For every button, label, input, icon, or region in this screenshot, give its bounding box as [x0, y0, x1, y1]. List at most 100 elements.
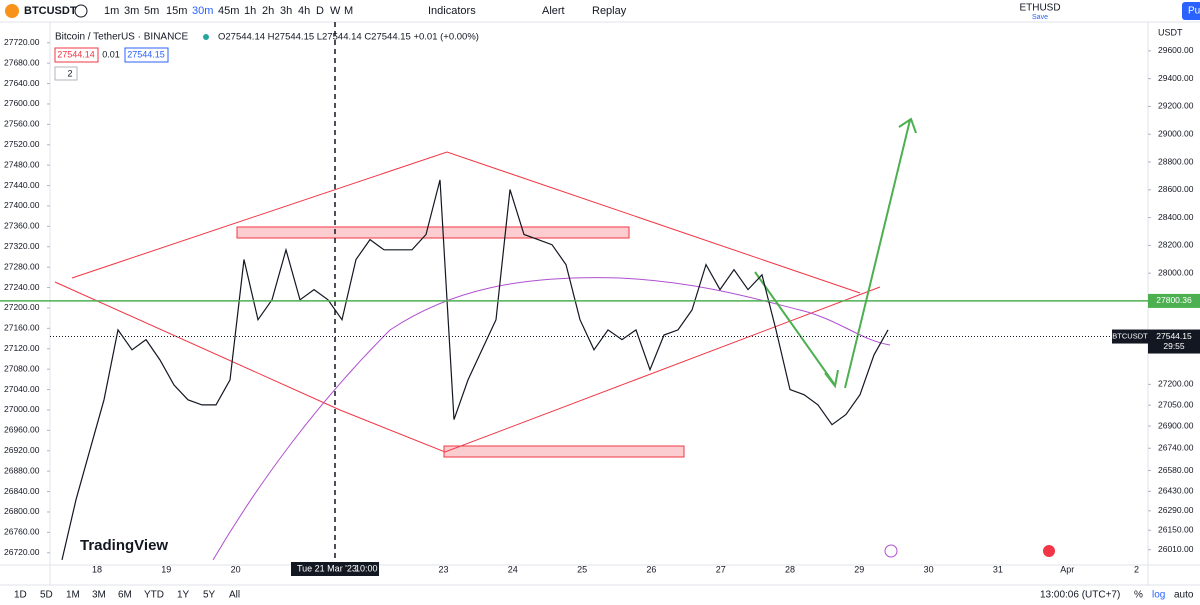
range-button[interactable]: 1Y	[177, 590, 190, 601]
sell-price[interactable]: 27544.14	[57, 49, 95, 59]
y2-tick-label: 26740.00	[1158, 443, 1194, 453]
resistance-box	[236, 226, 630, 239]
y2-tick-label: 28400.00	[1158, 212, 1194, 222]
interval[interactable]: W	[330, 5, 341, 17]
y-tick-label: 27560.00	[4, 119, 40, 129]
y-tick-label: 27600.00	[4, 98, 40, 108]
y-tick-label: 27000.00	[4, 404, 40, 414]
range-button[interactable]: 5D	[40, 590, 53, 601]
range-button[interactable]: 1D	[14, 590, 27, 601]
range-button[interactable]: All	[229, 590, 240, 601]
indicator-toggle[interactable]	[54, 66, 78, 81]
symbol-label: BTCUSDT	[1112, 332, 1148, 341]
y-tick-label: 27120.00	[4, 343, 40, 353]
y-tick-label: 27200.00	[4, 302, 40, 312]
publish[interactable]: Pu	[1188, 6, 1200, 17]
y2-tick-label: 28000.00	[1158, 267, 1194, 277]
clock: 13:00:06 (UTC+7)	[1040, 590, 1120, 601]
arrow-up	[844, 117, 917, 389]
spread: 0.01	[102, 49, 120, 59]
y2-tick-label: 28800.00	[1158, 156, 1194, 166]
event-icon[interactable]	[884, 544, 898, 558]
alert[interactable]: Alert	[542, 5, 565, 17]
price-line	[61, 179, 889, 561]
x-tick-label: 19	[161, 564, 171, 574]
y-tick-label: 27080.00	[4, 363, 40, 373]
interval[interactable]: 1h	[244, 5, 256, 17]
support-box	[443, 445, 685, 458]
y-tick-label: 27280.00	[4, 261, 40, 271]
y-tick-label: 27040.00	[4, 384, 40, 394]
x-tick-label: Apr	[1060, 564, 1074, 574]
interval[interactable]: D	[316, 5, 324, 17]
moving-average	[212, 277, 891, 561]
interval[interactable]: 1m	[104, 5, 119, 17]
x-tick-label: 18	[92, 564, 102, 574]
interval[interactable]: 2h	[262, 5, 274, 17]
range-button[interactable]: 1M	[66, 590, 80, 601]
y-tick-label: 27640.00	[4, 78, 40, 88]
interval[interactable]: M	[344, 5, 353, 17]
save[interactable]: Save	[1032, 14, 1048, 21]
x-tick-label: 2	[1134, 564, 1139, 574]
level-label-box	[1148, 293, 1200, 308]
y2-tick-label: 26290.00	[1158, 505, 1194, 515]
indicators[interactable]: Indicators	[428, 5, 476, 17]
layout-name[interactable]: ETHUSD	[1019, 3, 1060, 14]
symbol-label-box	[1112, 329, 1148, 344]
crosshair-date: Tue 21 Mar '23	[297, 563, 357, 573]
us-flag-icon[interactable]	[1043, 545, 1055, 557]
y2-tick-label: 27050.00	[1158, 399, 1194, 409]
currency: USDT	[1158, 27, 1183, 37]
interval[interactable]: 3m	[124, 5, 139, 17]
add-symbol[interactable]	[74, 4, 88, 18]
y2-tick-label: 26900.00	[1158, 420, 1194, 430]
interval[interactable]: 15m	[166, 5, 187, 17]
y2-tick-label: 29400.00	[1158, 73, 1194, 83]
interval[interactable]: 4h	[298, 5, 310, 17]
buy-price[interactable]: 27544.15	[127, 49, 165, 59]
interval[interactable]: 45m	[218, 5, 239, 17]
x-tick-label: 23	[438, 564, 448, 574]
y-tick-label: 27240.00	[4, 282, 40, 292]
countdown: 29:55	[1163, 341, 1185, 351]
percent[interactable]: %	[1134, 590, 1143, 601]
y-tick-label: 27440.00	[4, 180, 40, 190]
buy-box[interactable]	[124, 47, 169, 63]
interval[interactable]: 30m	[192, 5, 213, 17]
y-tick-label: 26880.00	[4, 465, 40, 475]
auto-toggle[interactable]: auto	[1174, 590, 1194, 601]
level-label: 27800.36	[1156, 295, 1192, 305]
y2-tick-label: 26010.00	[1158, 544, 1194, 554]
x-tick-label: 27	[716, 564, 726, 574]
range-button[interactable]: 6M	[118, 590, 132, 601]
y-tick-label: 27680.00	[4, 57, 40, 67]
interval[interactable]: 3h	[280, 5, 292, 17]
sell-box[interactable]	[54, 47, 99, 63]
crosshair-label-box	[291, 562, 379, 576]
x-tick-label: 28	[785, 564, 795, 574]
y2-tick-label: 26580.00	[1158, 465, 1194, 475]
indicator-count[interactable]: 2	[67, 68, 72, 78]
range-button[interactable]: 5Y	[203, 590, 216, 601]
y-tick-label: 27520.00	[4, 139, 40, 149]
plot: 27720.00 27680.00 27640.00 27600.00 27560.00…	[0, 37, 1200, 574]
range-button[interactable]: 3M	[92, 590, 106, 601]
log-toggle[interactable]: log	[1152, 590, 1165, 601]
y-tick-label: 26960.00	[4, 425, 40, 435]
publish-button[interactable]	[1182, 2, 1200, 20]
replay[interactable]: Replay	[592, 5, 627, 17]
y-tick-label: 26920.00	[4, 445, 40, 455]
legend-ohlc: O27544.14 H27544.15 L27544.14 C27544.15 …	[218, 32, 479, 43]
x-tick-label: 29	[854, 564, 864, 574]
y2-tick-label: 26430.00	[1158, 486, 1194, 496]
y2-tick-label: 29000.00	[1158, 128, 1194, 138]
range-button[interactable]: YTD	[144, 590, 164, 601]
y-tick-label: 27480.00	[4, 159, 40, 169]
y2-tick-label: 29200.00	[1158, 101, 1194, 111]
symbol[interactable]: BTCUSDT	[24, 5, 77, 17]
interval[interactable]: 5m	[144, 5, 159, 17]
legend-title: Bitcoin / TetherUS · BINANCE	[55, 32, 189, 43]
